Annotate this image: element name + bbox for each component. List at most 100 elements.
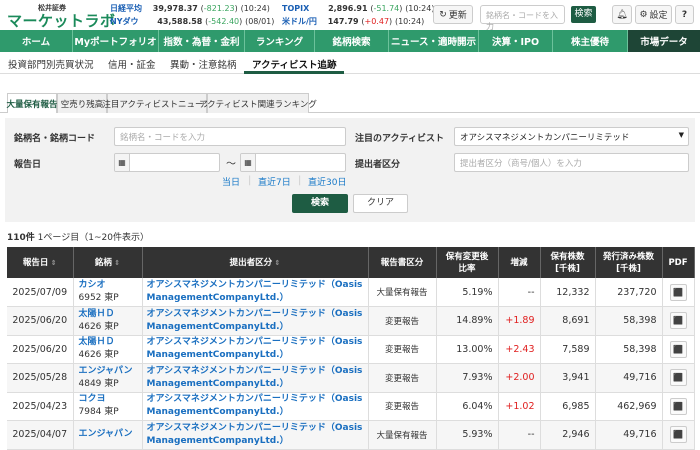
index-time: (08/01) [245,17,275,26]
calendar-icon[interactable]: ▦ [241,154,256,171]
shares-held: 2,946 [540,420,596,450]
result-count: 110件 [7,233,35,243]
tab-large-holdings[interactable]: 大量保有報告 [7,93,58,113]
calendar-icon[interactable]: ▦ [115,154,130,171]
date-from-input[interactable]: ▦ [114,153,220,172]
index-usdjpy[interactable]: 米ドル/円 147.79 (+0.47) (10:24) [282,17,425,26]
nav-ranking[interactable]: ランキング [245,30,315,52]
divider: | [298,175,302,186]
quick-today-link[interactable]: 当日 [222,178,241,188]
sort-icon[interactable]: ⇕ [272,258,281,267]
refresh-button[interactable]: ↻ 更新 [433,5,473,24]
report-type: 大量保有報告 [368,420,437,450]
header-search-input[interactable]: 銘柄名・コードを入力 [480,5,565,31]
header-pdf: PDF [662,247,695,278]
bell-icon: 🔔︎ [616,9,628,20]
quick-30days-link[interactable]: 直近30日 [308,178,347,188]
filer-link[interactable]: オアシスマネジメントカンパニーリミテッド（OasisManagementComp… [146,337,363,361]
pdf-icon[interactable]: ⬛ [669,340,687,358]
subnav-alert-stocks[interactable]: 異動・注意銘柄 [170,60,237,71]
index-name: 日経平均 [110,4,142,13]
ratio: 14.89% [436,306,499,336]
report-date: 2025/06/20 [7,306,74,336]
date-to-input[interactable]: ▦ [240,153,346,172]
shares-held: 12,332 [540,278,596,307]
shares-issued: 49,716 [595,363,663,393]
pdf-icon[interactable]: ⬛ [669,369,687,387]
filer-link[interactable]: オアシスマネジメントカンパニーリミテッド（OasisManagementComp… [146,308,363,332]
filer-label: 提出者区分 [355,160,401,170]
nav-shareholder-benefits[interactable]: 株主優待 [553,30,628,52]
header-stock[interactable]: 銘柄 ⇕ [73,247,143,278]
stock-name-link[interactable]: 太陽ＨＤ [78,337,115,348]
nav-stock-search[interactable]: 銘柄検索 [315,30,389,52]
pdf-icon[interactable]: ⬛ [669,397,687,415]
index-value: 2,896.91 [328,4,368,13]
subnav-activist[interactable]: アクティビスト追跡 [252,60,337,71]
tab-activist-ranking[interactable]: アクティビスト関連ランキング [199,93,317,113]
pdf-icon[interactable]: ⬛ [669,426,687,444]
stock-name-link[interactable]: コクヨ [78,394,106,405]
index-value: 147.79 [327,17,359,26]
nav-home[interactable]: ホーム [0,30,73,52]
pdf-icon[interactable]: ⬛ [669,312,687,330]
header-change: 増減 [498,247,541,278]
settings-button[interactable]: ⚙ 設定 [635,5,672,24]
report-date: 2025/05/28 [7,363,74,393]
shares-issued: 49,716 [595,420,663,450]
nav-portfolio[interactable]: Myポートフォリオ [73,30,159,52]
ratio: 7.93% [436,363,499,393]
index-name: NYダウ [110,17,139,26]
index-change: -51.74 [373,4,400,13]
activist-select[interactable]: オアシスマネジメントカンパニーリミテッド ▼ [454,127,689,146]
shares-held: 6,985 [540,392,596,421]
change: +1.89 [498,306,541,336]
report-type: 変更報告 [368,363,437,393]
report-type: 変更報告 [368,392,437,421]
clear-button[interactable]: クリア [353,194,408,213]
pdf-icon[interactable]: ⬛ [669,283,687,301]
help-button[interactable]: ? [675,5,694,24]
tab-activist-news[interactable]: 注目アクティビストニュース [102,93,212,113]
ratio: 6.04% [436,392,499,421]
quick-7days-link[interactable]: 直近7日 [258,178,291,188]
logo[interactable]: マーケットラボ [7,12,116,30]
header-label: 銘柄 [94,257,112,268]
shares-issued: 237,720 [595,278,663,307]
nav-indices[interactable]: 指数・為替・金利 [159,30,245,52]
nav-news[interactable]: ニュース・適時開示 [389,30,479,52]
nav-market-data[interactable]: 市場データ [628,30,700,52]
header-search-button[interactable]: 検索 [571,6,596,23]
shares-held: 8,691 [540,306,596,336]
index-value: 43,588.58 [157,17,203,26]
index-nikkei[interactable]: 日経平均 39,978.37 (-821.23) (10:24) [110,4,270,13]
search-button[interactable]: 検索 [292,194,348,213]
header-filer[interactable]: 提出者区分 ⇕ [142,247,369,278]
index-time: (10:24) [405,4,435,13]
nav-earnings-ipo[interactable]: 決算・IPO [479,30,553,52]
filer-link[interactable]: オアシスマネジメントカンパニーリミテッド（OasisManagementComp… [146,280,363,303]
sort-icon[interactable]: ⇕ [111,258,121,267]
index-topix[interactable]: TOPIX 2,896.91 (-51.74) (10:24) [282,4,435,13]
filer-link[interactable]: オアシスマネジメントカンパニーリミテッド（OasisManagementComp… [146,394,363,418]
sort-icon[interactable]: ⇕ [48,258,57,267]
index-name: 米ドル/円 [282,17,317,26]
stock-name-link[interactable]: エンジャパン [78,365,133,376]
stock-input[interactable]: 銘柄名・コードを入力 [114,127,346,146]
shares-issued: 58,398 [595,306,663,336]
filer-link[interactable]: オアシスマネジメントカンパニーリミテッド（OasisManagementComp… [146,422,363,446]
index-nydow[interactable]: NYダウ 43,588.58 (-542.40) (08/01) [110,17,275,26]
stock-code: 6952 東P [78,293,119,303]
stock-name-link[interactable]: エンジャパン [78,429,133,440]
filer-input[interactable]: 提出者区分（商号/個人）を入力 [454,153,689,172]
subnav-margin[interactable]: 信用・証金 [108,60,156,71]
tab-short-selling[interactable]: 空売り残高 [57,93,107,113]
filer-link[interactable]: オアシスマネジメントカンパニーリミテッド（OasisManagementComp… [146,365,363,389]
stock-name-link[interactable]: カシオ [78,280,106,290]
change: +2.00 [498,363,541,393]
stock-name-link[interactable]: 太陽ＨＤ [78,308,115,319]
notification-button[interactable]: 🔔︎ [612,5,632,24]
header-report-date[interactable]: 報告日 ⇕ [7,247,74,278]
refresh-label: 更新 [448,11,467,21]
subnav-investor-trading[interactable]: 投資部門別売買状況 [8,60,94,71]
